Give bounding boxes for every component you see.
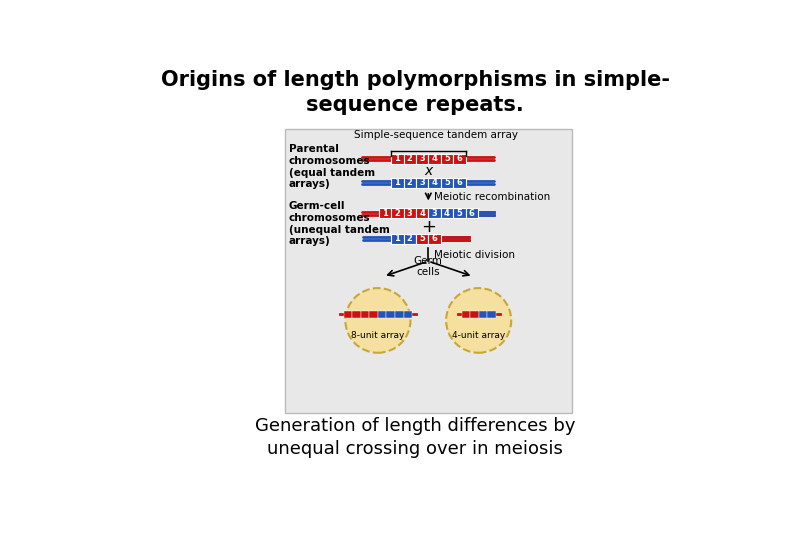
Text: Parental
chromosomes
(equal tandem
arrays): Parental chromosomes (equal tandem array… <box>289 144 375 189</box>
Bar <box>403 178 416 187</box>
Bar <box>428 178 441 187</box>
Text: 3: 3 <box>432 209 437 218</box>
Bar <box>453 154 466 164</box>
Bar <box>441 208 453 218</box>
Text: 2: 2 <box>407 234 412 244</box>
Text: +: + <box>421 218 436 235</box>
Bar <box>379 208 391 218</box>
Text: 1: 1 <box>382 209 388 218</box>
Text: 5: 5 <box>456 209 463 218</box>
Bar <box>428 154 441 164</box>
Bar <box>416 208 428 218</box>
Bar <box>462 311 470 318</box>
Text: x: x <box>424 164 433 178</box>
Text: 6: 6 <box>432 234 437 244</box>
Text: 5: 5 <box>444 178 450 187</box>
Bar <box>416 178 428 187</box>
Text: 1: 1 <box>394 234 400 244</box>
Bar <box>369 311 378 318</box>
Bar <box>487 311 496 318</box>
Text: 4: 4 <box>419 209 425 218</box>
Bar <box>416 154 428 164</box>
Bar <box>428 208 441 218</box>
Text: 2: 2 <box>407 178 412 187</box>
Bar <box>470 311 479 318</box>
Text: 3: 3 <box>407 209 412 218</box>
Bar <box>352 311 361 318</box>
Bar <box>479 311 487 318</box>
Bar <box>453 178 466 187</box>
Text: Meiotic division: Meiotic division <box>434 250 515 260</box>
Text: Origins of length polymorphisms in simple-
sequence repeats.: Origins of length polymorphisms in simpl… <box>160 70 670 115</box>
Text: 4-unit array: 4-unit array <box>452 332 505 340</box>
Text: 3: 3 <box>420 178 425 187</box>
Text: Simple-sequence tandem array: Simple-sequence tandem array <box>354 130 518 140</box>
Text: 2: 2 <box>407 154 412 163</box>
Text: Germ-cell
chromosomes
(unequal tandem
arrays): Germ-cell chromosomes (unequal tandem ar… <box>289 201 390 246</box>
Text: Meiotic recombination: Meiotic recombination <box>434 192 551 202</box>
Bar <box>466 208 478 218</box>
Text: 3: 3 <box>420 154 425 163</box>
Bar <box>386 311 395 318</box>
Text: Generation of length differences by
unequal crossing over in meiosis: Generation of length differences by uneq… <box>255 417 575 458</box>
Circle shape <box>446 288 511 353</box>
Bar <box>285 130 572 413</box>
Text: 6: 6 <box>456 154 463 163</box>
Bar <box>403 311 412 318</box>
Bar <box>403 154 416 164</box>
Bar <box>403 234 416 244</box>
Text: 6: 6 <box>456 178 463 187</box>
Bar <box>391 234 403 244</box>
Bar <box>395 311 403 318</box>
Text: 6: 6 <box>469 209 475 218</box>
Text: 4: 4 <box>432 178 437 187</box>
Bar <box>343 311 352 318</box>
Text: 4: 4 <box>432 154 437 163</box>
Bar <box>391 154 403 164</box>
Bar <box>361 311 369 318</box>
Text: 4: 4 <box>444 209 450 218</box>
Bar <box>391 178 403 187</box>
Bar <box>378 311 386 318</box>
Text: 8-unit array: 8-unit array <box>352 332 405 340</box>
Text: 1: 1 <box>394 154 400 163</box>
Bar <box>441 178 453 187</box>
Text: 2: 2 <box>394 209 400 218</box>
Text: 5: 5 <box>419 234 425 244</box>
Bar <box>403 208 416 218</box>
Text: 5: 5 <box>444 154 450 163</box>
Bar <box>441 154 453 164</box>
Bar <box>391 208 403 218</box>
Bar <box>453 208 466 218</box>
Bar <box>416 234 428 244</box>
Circle shape <box>345 288 411 353</box>
Bar <box>428 234 441 244</box>
Text: 1: 1 <box>394 178 400 187</box>
Text: Germ
cells: Germ cells <box>414 256 443 278</box>
